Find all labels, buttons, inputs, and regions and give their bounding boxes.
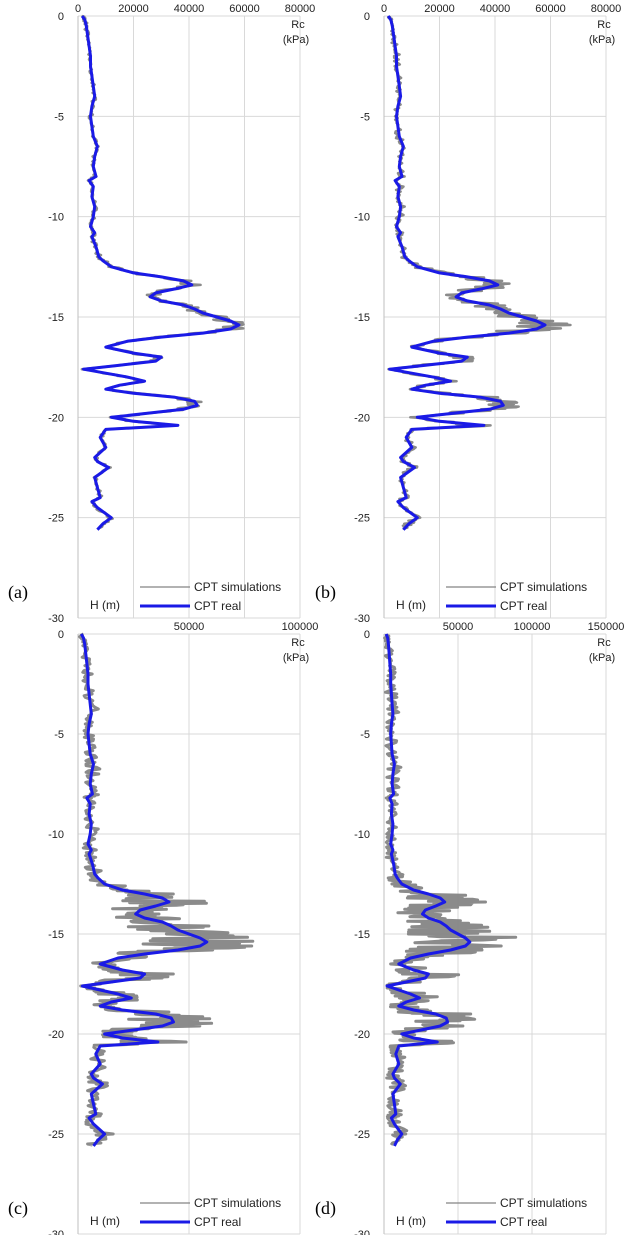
y-tick-label: -15 xyxy=(48,312,64,324)
y-tick-label: -10 xyxy=(48,212,64,224)
cpt-real-series xyxy=(384,633,472,1147)
y-tick-label: -25 xyxy=(48,1129,64,1141)
x-axis-title: Rc xyxy=(291,637,305,649)
y-axis-title: H (m) xyxy=(90,1214,120,1228)
cpt-real-series xyxy=(79,633,209,1147)
x-tick-label: 40000 xyxy=(174,3,205,15)
x-tick-label: 100000 xyxy=(514,621,551,633)
x-axis-unit: (kPa) xyxy=(589,34,615,46)
y-tick-label: -30 xyxy=(48,1229,64,1235)
y-tick-label: -10 xyxy=(48,829,64,841)
legend-real-label: CPT real xyxy=(500,1215,547,1229)
x-tick-label: 50000 xyxy=(174,621,205,633)
x-tick-label: 150000 xyxy=(588,621,625,633)
y-tick-label: -20 xyxy=(354,1029,370,1041)
x-axis-title: Rc xyxy=(597,637,611,649)
legend-real-label: CPT real xyxy=(194,599,241,613)
x-tick-label: 100000 xyxy=(282,621,319,633)
cpt-simulations-series xyxy=(386,15,572,530)
y-tick-label: -20 xyxy=(48,412,64,424)
y-tick-label: -5 xyxy=(54,729,64,741)
cpt-real-series xyxy=(386,15,547,531)
x-tick-label: 20000 xyxy=(424,3,455,15)
panel-d: 0 -5 -10 -15 -20 -25 -30 50000 100000 150000 Rc (kP… xyxy=(315,621,624,1235)
cpt-real-series xyxy=(80,15,241,531)
y-tick-label: -25 xyxy=(354,1129,370,1141)
y-tick-label: -5 xyxy=(360,729,370,741)
y-tick-label: 0 xyxy=(364,629,370,641)
panel-label: (d) xyxy=(315,1198,336,1219)
y-axis-title: H (m) xyxy=(396,1214,426,1228)
x-tick-label: 50000 xyxy=(443,621,474,633)
y-tick-label: -10 xyxy=(354,212,370,224)
x-axis-unit: (kPa) xyxy=(283,34,309,46)
y-tick-label: 0 xyxy=(364,11,370,23)
cpt-simulations-series xyxy=(78,632,255,1147)
y-tick-label: -15 xyxy=(354,929,370,941)
y-axis-title: H (m) xyxy=(396,598,426,612)
y-axis-title: H (m) xyxy=(90,598,120,612)
x-axis-unit: (kPa) xyxy=(589,652,615,664)
legend-real-label: CPT real xyxy=(500,599,547,613)
y-tick-label: -5 xyxy=(360,111,370,123)
panel-a: 0 -5 -10 -15 -20 -25 -30 0 20000 40000 60000 80000 R… xyxy=(8,3,315,625)
legend-real-label: CPT real xyxy=(194,1215,241,1229)
y-tick-label: 0 xyxy=(58,629,64,641)
x-tick-label: 0 xyxy=(381,3,387,15)
x-tick-label: 60000 xyxy=(535,3,566,15)
cpt-simulations-series xyxy=(383,633,518,1146)
x-tick-label: 0 xyxy=(75,3,81,15)
panel-b: 0 -5 -10 -15 -20 -25 -30 0 20000 40000 60000 80000 R… xyxy=(315,3,621,625)
x-tick-label: 80000 xyxy=(591,3,622,15)
x-axis-unit: (kPa) xyxy=(283,652,309,664)
y-tick-label: -5 xyxy=(54,111,64,123)
legend-simulations-label: CPT simulations xyxy=(194,1196,281,1210)
x-tick-label: 20000 xyxy=(118,3,149,15)
x-axis-title: Rc xyxy=(597,19,611,31)
panel-label: (a) xyxy=(8,582,28,603)
y-tick-label: -15 xyxy=(48,929,64,941)
y-tick-label: -20 xyxy=(354,412,370,424)
x-tick-label: 80000 xyxy=(285,3,316,15)
cpt-simulations-series xyxy=(80,14,245,530)
y-tick-label: 0 xyxy=(58,11,64,23)
y-tick-label: -20 xyxy=(48,1029,64,1041)
panel-c: 0 -5 -10 -15 -20 -25 -30 50000 100000 Rc (kPa) (c) H… xyxy=(8,621,318,1235)
y-tick-label: -15 xyxy=(354,312,370,324)
y-tick-label: -10 xyxy=(354,829,370,841)
y-tick-label: -30 xyxy=(354,613,370,625)
panel-label: (b) xyxy=(315,582,336,603)
y-tick-label: -30 xyxy=(354,1229,370,1235)
x-tick-label: 60000 xyxy=(229,3,260,15)
x-tick-label: 40000 xyxy=(480,3,511,15)
x-axis-title: Rc xyxy=(291,19,305,31)
legend-simulations-label: CPT simulations xyxy=(500,1196,587,1210)
panel-label: (c) xyxy=(8,1198,28,1219)
legend-simulations-label: CPT simulations xyxy=(194,580,281,594)
y-tick-label: -30 xyxy=(48,613,64,625)
legend-simulations-label: CPT simulations xyxy=(500,580,587,594)
y-tick-label: -25 xyxy=(354,513,370,525)
y-tick-label: -25 xyxy=(48,513,64,525)
